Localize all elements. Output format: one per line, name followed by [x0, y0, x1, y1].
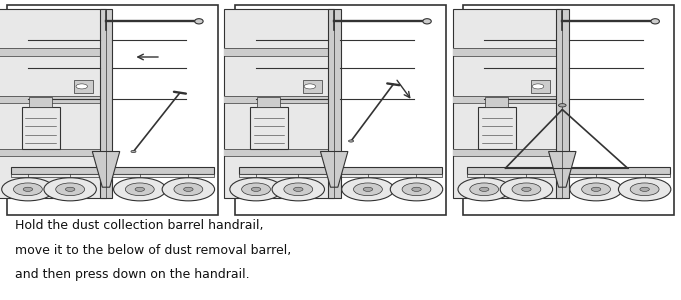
- Polygon shape: [93, 152, 120, 187]
- Circle shape: [131, 150, 136, 153]
- Circle shape: [522, 187, 531, 191]
- Circle shape: [582, 183, 610, 196]
- Circle shape: [412, 187, 422, 191]
- Text: and then press down on the handrail.: and then press down on the handrail.: [15, 268, 250, 281]
- Circle shape: [272, 178, 324, 201]
- Bar: [235, 4, 446, 214]
- Circle shape: [353, 183, 382, 196]
- Ellipse shape: [195, 19, 203, 24]
- Circle shape: [14, 183, 42, 196]
- Bar: [7, 4, 218, 214]
- Circle shape: [591, 187, 601, 191]
- Circle shape: [470, 183, 498, 196]
- Circle shape: [65, 187, 75, 191]
- Bar: [11, 174, 214, 177]
- Circle shape: [251, 187, 261, 191]
- Bar: [0, 9, 106, 198]
- Circle shape: [349, 140, 353, 142]
- Bar: [452, 148, 563, 156]
- Bar: [22, 107, 59, 149]
- Bar: [257, 97, 280, 107]
- Circle shape: [500, 178, 552, 201]
- Bar: [239, 167, 442, 173]
- Bar: [0, 148, 106, 156]
- Circle shape: [284, 183, 313, 196]
- Text: move it to the below of dust removal barrel,: move it to the below of dust removal bar…: [15, 244, 291, 256]
- Ellipse shape: [651, 19, 659, 24]
- Bar: [452, 48, 563, 56]
- Circle shape: [76, 84, 87, 89]
- Circle shape: [570, 178, 622, 201]
- Circle shape: [304, 84, 315, 89]
- Bar: [239, 174, 442, 177]
- Circle shape: [458, 178, 511, 201]
- Circle shape: [479, 187, 489, 191]
- Ellipse shape: [423, 19, 431, 24]
- Circle shape: [294, 187, 303, 191]
- Circle shape: [44, 178, 97, 201]
- Bar: [452, 96, 563, 103]
- Circle shape: [512, 183, 541, 196]
- Bar: [224, 96, 334, 103]
- Polygon shape: [321, 152, 348, 187]
- Circle shape: [184, 187, 193, 191]
- Bar: [0, 96, 106, 103]
- Circle shape: [242, 183, 270, 196]
- Bar: [530, 80, 550, 93]
- Circle shape: [363, 187, 373, 191]
- Polygon shape: [549, 152, 576, 187]
- Circle shape: [630, 183, 659, 196]
- Bar: [224, 9, 334, 198]
- Bar: [463, 4, 674, 214]
- Bar: [74, 80, 93, 93]
- Bar: [29, 97, 52, 107]
- Circle shape: [174, 183, 203, 196]
- Bar: [302, 80, 321, 93]
- Bar: [478, 107, 516, 149]
- Circle shape: [390, 178, 443, 201]
- Bar: [328, 9, 340, 198]
- Circle shape: [23, 187, 33, 191]
- Bar: [486, 97, 508, 107]
- Circle shape: [402, 183, 431, 196]
- Bar: [467, 167, 670, 173]
- Circle shape: [125, 183, 154, 196]
- Text: Hold the dust collection barrel handrail,: Hold the dust collection barrel handrail…: [15, 219, 264, 232]
- Circle shape: [558, 103, 566, 107]
- Circle shape: [618, 178, 671, 201]
- Bar: [452, 9, 563, 198]
- Bar: [467, 174, 670, 177]
- Bar: [0, 48, 106, 56]
- Circle shape: [2, 178, 54, 201]
- Bar: [224, 148, 334, 156]
- Circle shape: [114, 178, 166, 201]
- Circle shape: [342, 178, 394, 201]
- Circle shape: [229, 178, 282, 201]
- Bar: [11, 167, 214, 173]
- Bar: [250, 107, 287, 149]
- Bar: [556, 9, 569, 198]
- Circle shape: [640, 187, 650, 191]
- Circle shape: [135, 187, 144, 191]
- Bar: [99, 9, 112, 198]
- Circle shape: [162, 178, 215, 201]
- Circle shape: [56, 183, 84, 196]
- Circle shape: [533, 84, 543, 89]
- Bar: [224, 48, 334, 56]
